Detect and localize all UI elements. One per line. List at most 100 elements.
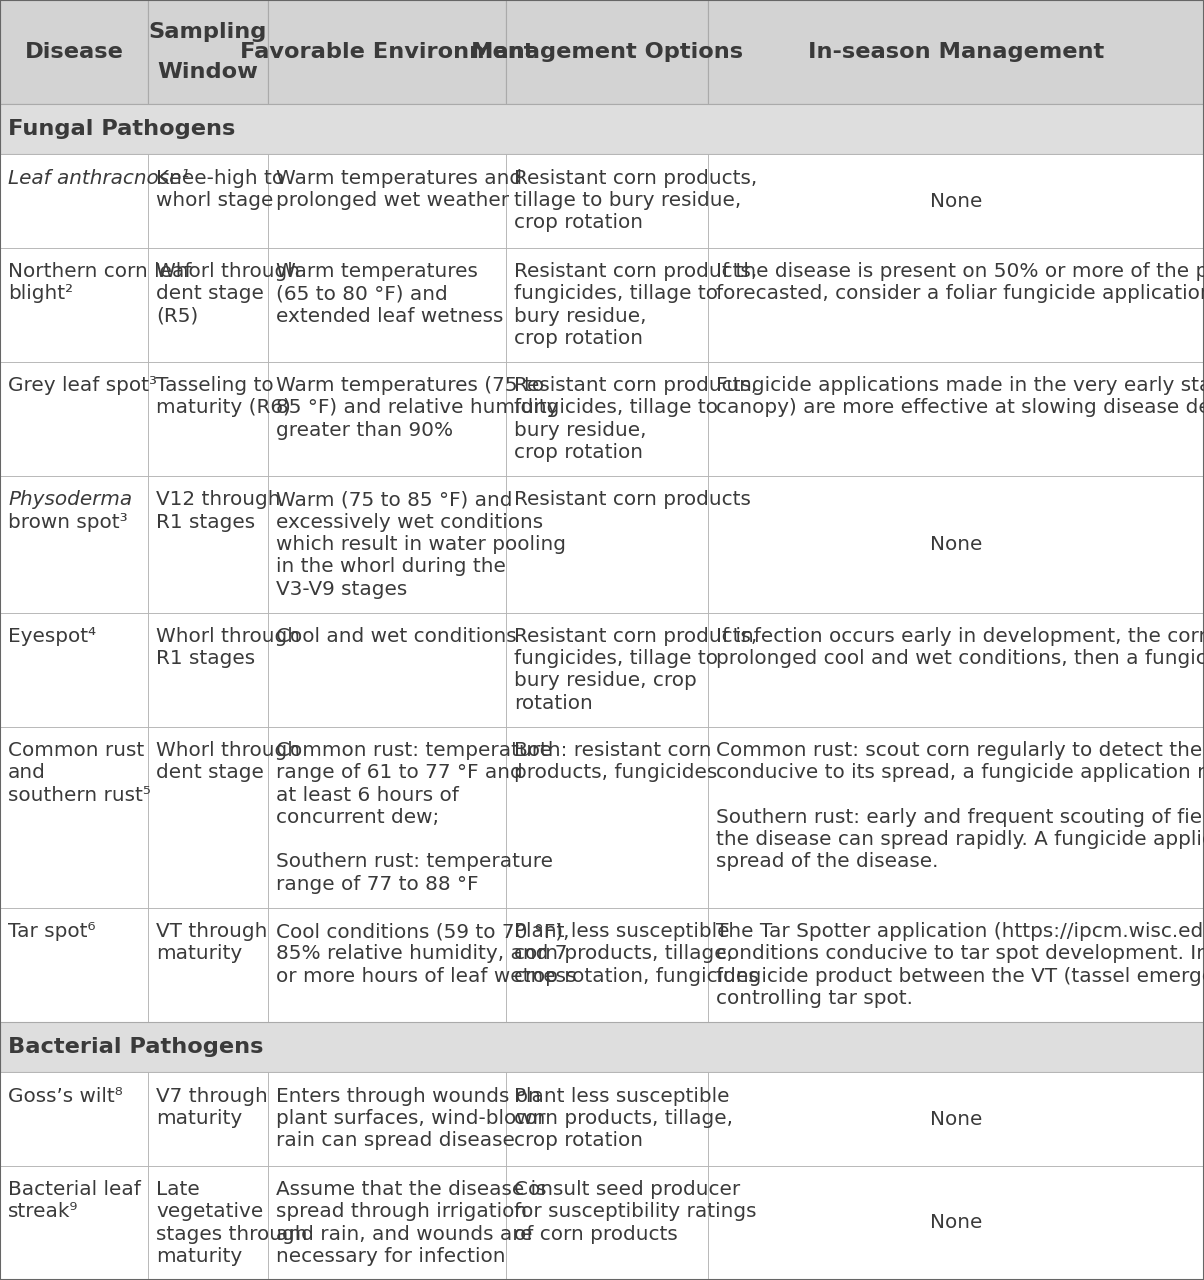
Bar [708, 613, 1204, 727]
Text: Assume that the disease is: Assume that the disease is [276, 1180, 547, 1199]
Bar [506, 613, 708, 727]
Text: Whorl through: Whorl through [157, 262, 300, 282]
Text: Common rust: Common rust [8, 741, 144, 760]
Bar [0, 727, 148, 908]
Text: Warm (75 to 85 °F) and: Warm (75 to 85 °F) and [276, 490, 513, 509]
Text: maturity (R6): maturity (R6) [157, 398, 291, 417]
Text: forecasted, consider a foliar fungicide application.: forecasted, consider a foliar fungicide … [716, 284, 1204, 303]
Bar [506, 362, 708, 476]
Bar [148, 0, 268, 104]
Text: crop rotation: crop rotation [514, 329, 643, 348]
Text: necessary for infection: necessary for infection [276, 1247, 506, 1266]
Text: Warm temperatures (75 to: Warm temperatures (75 to [276, 376, 544, 396]
Text: products, fungicides: products, fungicides [514, 763, 718, 782]
Bar [268, 1166, 506, 1280]
Bar [0, 362, 148, 476]
Bar [506, 727, 708, 908]
Text: In-season Management: In-season Management [808, 42, 1104, 61]
Bar [708, 1073, 1204, 1166]
Text: vegetative: vegetative [157, 1202, 264, 1221]
Text: Cool and wet conditions: Cool and wet conditions [276, 627, 517, 646]
Bar [708, 908, 1204, 1023]
Text: Tasseling to: Tasseling to [157, 376, 273, 396]
Bar [268, 0, 506, 104]
Text: rain can spread disease: rain can spread disease [276, 1132, 515, 1151]
Bar [506, 1166, 708, 1280]
Text: prolonged cool and wet conditions, then a fungicide should be considered.: prolonged cool and wet conditions, then … [716, 649, 1204, 668]
Text: fungicide product between the VT (tassel emergence) and R2 (blister) stages is m: fungicide product between the VT (tassel… [716, 966, 1204, 986]
Text: Management Options: Management Options [471, 42, 743, 61]
Text: bury residue,: bury residue, [514, 421, 647, 440]
Text: controlling tar spot.: controlling tar spot. [716, 989, 913, 1007]
Text: dent stage: dent stage [157, 763, 264, 782]
Text: corn products, tillage,: corn products, tillage, [514, 945, 733, 964]
Text: (R5): (R5) [157, 306, 199, 325]
Bar [268, 248, 506, 362]
Text: None: None [929, 535, 982, 554]
Bar [268, 476, 506, 613]
Text: Southern rust: temperature: Southern rust: temperature [276, 852, 553, 872]
Bar [708, 248, 1204, 362]
Text: Sampling: Sampling [149, 22, 267, 42]
Text: crop rotation: crop rotation [514, 214, 643, 232]
Text: the disease can spread rapidly. A fungicide application should be considered if : the disease can spread rapidly. A fungic… [716, 831, 1204, 849]
Text: Plant less susceptible: Plant less susceptible [514, 1087, 730, 1106]
Text: Warm temperatures: Warm temperatures [276, 262, 478, 282]
Bar [708, 155, 1204, 248]
Text: 85% relative humidity, and 7: 85% relative humidity, and 7 [276, 945, 567, 964]
Text: concurrent dew;: concurrent dew; [276, 808, 439, 827]
Bar [268, 155, 506, 248]
Text: Resistant corn products: Resistant corn products [514, 490, 751, 509]
Text: Resistant corn products,: Resistant corn products, [514, 169, 757, 188]
Bar [0, 908, 148, 1023]
Text: fungicides, tillage to: fungicides, tillage to [514, 398, 718, 417]
Bar [148, 155, 268, 248]
Bar [0, 476, 148, 613]
Bar [148, 727, 268, 908]
Text: bury residue,: bury residue, [514, 306, 647, 325]
Text: and: and [8, 763, 46, 782]
Bar [0, 1166, 148, 1280]
Text: VT through: VT through [157, 922, 267, 941]
Text: Cool conditions (59 to 70 °F),: Cool conditions (59 to 70 °F), [276, 922, 569, 941]
Text: (65 to 80 °F) and: (65 to 80 °F) and [276, 284, 448, 303]
Text: extended leaf wetness: extended leaf wetness [276, 306, 503, 325]
Text: R1 stages: R1 stages [157, 513, 255, 531]
Text: If the disease is present on 50% or more of the plants in a susceptible hybrid a: If the disease is present on 50% or more… [716, 262, 1204, 282]
Text: Bacterial Pathogens: Bacterial Pathogens [8, 1037, 264, 1057]
Text: Bacterial leaf: Bacterial leaf [8, 1180, 141, 1199]
Text: 85 °F) and relative humidity: 85 °F) and relative humidity [276, 398, 559, 417]
Text: dent stage: dent stage [157, 284, 264, 303]
Text: or more hours of leaf wetness: or more hours of leaf wetness [276, 966, 577, 986]
Bar [148, 613, 268, 727]
Text: corn products, tillage,: corn products, tillage, [514, 1108, 733, 1128]
Text: streak⁹: streak⁹ [8, 1202, 78, 1221]
Text: excessively wet conditions: excessively wet conditions [276, 513, 543, 531]
Text: Whorl through: Whorl through [157, 627, 300, 646]
Bar [148, 1073, 268, 1166]
Text: stages through: stages through [157, 1225, 307, 1244]
Text: whorl stage: whorl stage [157, 191, 273, 210]
Text: range of 77 to 88 °F: range of 77 to 88 °F [276, 874, 478, 893]
Text: Northern corn leaf: Northern corn leaf [8, 262, 191, 282]
Bar [506, 155, 708, 248]
Text: fungicides, tillage to: fungicides, tillage to [514, 284, 718, 303]
Bar [268, 727, 506, 908]
Text: Tar spot⁶: Tar spot⁶ [8, 922, 95, 941]
Text: Resistant corn products,: Resistant corn products, [514, 627, 757, 646]
Bar [506, 476, 708, 613]
Bar [0, 1023, 1204, 1073]
Text: for susceptibility ratings: for susceptibility ratings [514, 1202, 756, 1221]
Text: Whorl through: Whorl through [157, 741, 300, 760]
Text: Common rust: temperature: Common rust: temperature [276, 741, 551, 760]
Text: R1 stages: R1 stages [157, 649, 255, 668]
Text: conducive to its spread, a fungicide application may be considered.: conducive to its spread, a fungicide app… [716, 763, 1204, 782]
Bar [0, 0, 148, 104]
Text: V7 through: V7 through [157, 1087, 267, 1106]
Bar [708, 727, 1204, 908]
Bar [268, 613, 506, 727]
Text: Consult seed producer: Consult seed producer [514, 1180, 740, 1199]
Text: Enters through wounds on: Enters through wounds on [276, 1087, 541, 1106]
Text: crop rotation: crop rotation [514, 443, 643, 462]
Text: None: None [929, 1213, 982, 1233]
